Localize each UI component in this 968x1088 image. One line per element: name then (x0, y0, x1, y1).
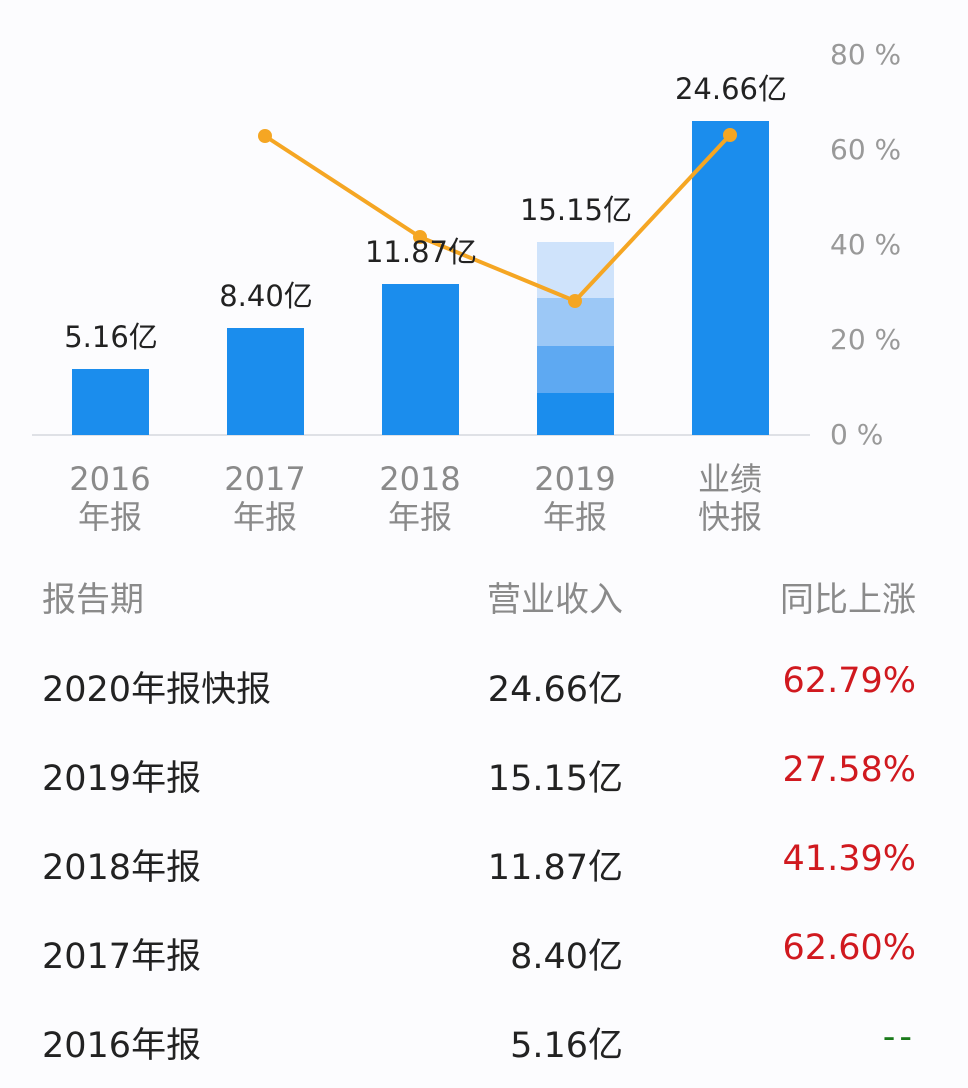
table-row[interactable]: 2018年报 11.87亿 41.39% (0, 839, 968, 899)
chart-canvas (32, 121, 810, 436)
y-tick-80: 80 % (830, 38, 902, 71)
yoy-point-2018[interactable] (413, 230, 427, 244)
row-period: 2017年报 (42, 937, 202, 977)
revenue-chart: 5.16亿 8.40亿 11.87亿 15.15亿 24.66亿 80 % 60… (32, 38, 902, 536)
yoy-line (263, 133, 732, 303)
row-period: 2019年报 (42, 759, 202, 799)
bar-2016[interactable] (72, 369, 149, 435)
row-yoy: 62.79% (782, 661, 916, 701)
yoy-point-2017[interactable] (258, 129, 272, 143)
x-label-2019: 2019 年报 (534, 460, 616, 536)
header-yoy: 同比上涨 (780, 580, 916, 620)
row-revenue: 8.40亿 (510, 937, 623, 977)
yoy-point-2019[interactable] (568, 294, 582, 308)
y-tick-20: 20 % (830, 323, 902, 356)
bar-2018[interactable] (382, 284, 459, 435)
bar-label-2019: 15.15亿 (519, 193, 633, 227)
bar-label-express: 24.66亿 (674, 72, 788, 106)
table-row[interactable]: 2019年报 15.15亿 27.58% (0, 750, 968, 810)
row-period: 2016年报 (42, 1026, 202, 1066)
x-label-2017: 2017 年报 (224, 460, 306, 536)
row-revenue: 5.16亿 (510, 1026, 623, 1066)
x-label-2016: 2016 年报 (69, 460, 151, 536)
row-period: 2020年报快报 (42, 670, 272, 710)
row-revenue: 15.15亿 (487, 759, 623, 799)
x-label-2018: 2018 年报 (379, 460, 461, 536)
y-tick-40: 40 % (830, 228, 902, 261)
table-row[interactable]: 2017年报 8.40亿 62.60% (0, 928, 968, 988)
table-row[interactable]: 2016年报 5.16亿 -- (0, 1017, 968, 1077)
row-yoy: 41.39% (782, 839, 916, 879)
yoy-point-express[interactable] (723, 128, 737, 142)
bar-label-2016: 5.16亿 (64, 320, 158, 354)
row-yoy: 27.58% (782, 750, 916, 790)
table-header: 报告期 营业收入 同比上涨 (0, 572, 968, 632)
bar-2017[interactable] (227, 328, 304, 435)
header-revenue: 营业收入 (487, 580, 623, 620)
bar-express[interactable] (692, 121, 769, 435)
y-tick-60: 60 % (830, 133, 902, 166)
x-label-express: 业绩 快报 (697, 460, 762, 536)
bar-label-2017: 8.40亿 (219, 279, 313, 313)
row-yoy-empty: -- (882, 1017, 916, 1057)
bar-label-2018: 11.87亿 (364, 235, 478, 269)
header-period: 报告期 (42, 580, 144, 620)
y-tick-0: 0 % (830, 418, 884, 451)
row-revenue: 24.66亿 (487, 670, 623, 710)
row-period: 2018年报 (42, 848, 202, 888)
bar-2019-loading[interactable] (537, 242, 614, 435)
row-yoy: 62.60% (782, 928, 916, 968)
row-revenue: 11.87亿 (487, 848, 623, 888)
table-row[interactable]: 2020年报快报 24.66亿 62.79% (0, 661, 968, 721)
